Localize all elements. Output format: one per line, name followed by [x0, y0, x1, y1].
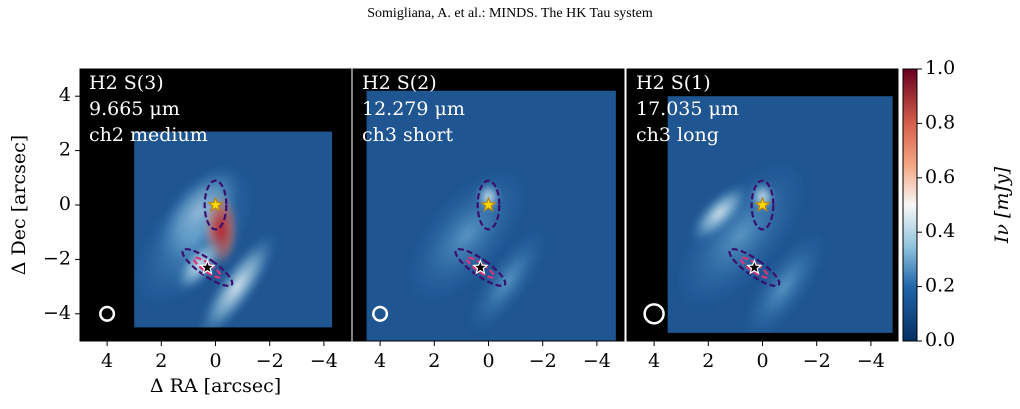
beam [372, 305, 389, 322]
star [746, 258, 763, 275]
x-tick-label: 2 [702, 350, 714, 372]
x-tick-label: 2 [155, 350, 167, 372]
colorbar-label: Iν [mJy] [991, 166, 1013, 244]
colorbar-tick-label: 0.4 [925, 220, 955, 242]
x-tick-label: 2 [428, 350, 440, 372]
panel-title: 12.279 μm [362, 98, 465, 120]
panel: H2 S(3) 9.665 μm ch2 medium 4 2 0 −2 −4 −4 −2 0 2 4 Δ… [8, 68, 352, 397]
star [207, 196, 224, 213]
emission [173, 235, 226, 294]
colorbar-tick-label: 0.8 [925, 111, 955, 133]
contour [465, 256, 495, 279]
y-tick-label: −2 [43, 247, 71, 269]
contour [750, 179, 775, 231]
x-tick-label: 0 [209, 350, 221, 372]
y-tick-label: 0 [59, 193, 71, 215]
x-tick-label: −4 [310, 350, 338, 372]
emission [195, 230, 280, 328]
star [480, 196, 497, 213]
contour [203, 179, 228, 231]
panel: H2 S(1) 17.035 μm ch3 long 4 2 0 −2 −4 [626, 68, 899, 372]
star [754, 196, 771, 213]
colorbar-tick-label: 0.2 [925, 275, 955, 297]
panel: H2 S(2) 12.279 μm ch3 short 4 2 0 −2 −4 [352, 68, 625, 372]
y-axis-label: Δ Dec [arcsec] [8, 135, 30, 275]
panel-title: ch2 medium [89, 124, 208, 146]
contour [739, 256, 769, 279]
x-tick-label: −2 [256, 350, 284, 372]
emission [688, 182, 751, 245]
x-tick-label: −4 [583, 350, 611, 372]
panel-title: 9.665 μm [89, 98, 180, 120]
y-tick-label: 4 [59, 84, 71, 106]
x-tick-label: 4 [374, 350, 386, 372]
x-tick-label: −2 [529, 350, 557, 372]
image-emission [671, 157, 828, 333]
panel-title: H2 S(1) [636, 72, 711, 94]
x-tick-label: 0 [756, 350, 768, 372]
colorbar [902, 68, 918, 342]
beam [99, 305, 116, 322]
colorbar-tick-label: 0.6 [925, 166, 955, 188]
emission [740, 229, 828, 333]
star [199, 258, 216, 275]
emission [466, 226, 549, 336]
x-tick-label: 4 [648, 350, 660, 372]
x-tick-label: 4 [101, 350, 113, 372]
star [472, 258, 489, 275]
x-tick-label: 0 [482, 350, 494, 372]
x-tick-label: −2 [803, 350, 831, 372]
panel-title: H2 S(3) [89, 72, 164, 94]
colorbar-tick-label: 1.0 [925, 57, 955, 79]
panel-title: ch3 short [362, 124, 454, 146]
x-axis-label: Δ RA [arcsec] [150, 375, 281, 397]
contour [192, 256, 222, 279]
colorbar-tick-label: 0.0 [925, 329, 955, 351]
panel-title: ch3 long [636, 124, 719, 146]
contour [476, 179, 501, 231]
panel-title: H2 S(2) [362, 72, 437, 94]
running-header: Somigliana, A. et al.: MINDS. The HK Tau… [367, 6, 653, 21]
beam [643, 303, 665, 325]
y-tick-label: 2 [59, 139, 71, 161]
y-tick-label: −4 [43, 302, 71, 324]
x-tick-label: −4 [857, 350, 885, 372]
panel-title: 17.035 μm [636, 98, 739, 120]
